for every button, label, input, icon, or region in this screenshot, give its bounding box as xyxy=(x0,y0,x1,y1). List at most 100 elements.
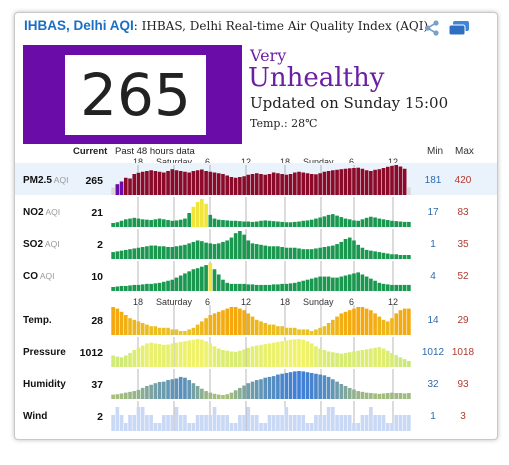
pollutant-row[interactable]: NO2 AQI 21 17 83 xyxy=(15,195,497,227)
history-bar xyxy=(170,220,175,227)
current-value: 2 xyxy=(97,411,103,423)
history-bar xyxy=(331,352,335,367)
history-bar xyxy=(343,385,348,399)
history-bar xyxy=(335,169,339,195)
history-bar xyxy=(263,423,268,431)
history-bar-chart[interactable] xyxy=(111,165,411,195)
history-bar xyxy=(216,394,221,399)
history-bar xyxy=(111,287,115,291)
history-bar xyxy=(360,247,365,259)
history-bar xyxy=(111,394,115,399)
history-bar xyxy=(250,284,255,291)
history-bar xyxy=(246,407,251,431)
history-bar-chart[interactable] xyxy=(111,401,411,431)
history-bar xyxy=(166,280,170,291)
history-bar xyxy=(259,284,263,291)
history-bar xyxy=(322,171,327,195)
station-link[interactable]: IHBAS, Delhi AQI xyxy=(24,18,134,33)
history-bar xyxy=(394,165,399,195)
pollutant-row[interactable]: Pressure 1012 1012 1018 xyxy=(15,335,497,367)
history-bar xyxy=(119,181,124,195)
history-bar xyxy=(145,343,149,367)
pollutant-row[interactable]: Wind 2 1 3 xyxy=(15,399,497,431)
history-bar xyxy=(195,385,200,399)
history-bar xyxy=(280,341,284,367)
history-bar xyxy=(221,415,225,431)
cards-icon[interactable] xyxy=(448,20,470,36)
history-bar xyxy=(292,282,297,291)
pollutant-row[interactable]: Humidity 37 32 93 xyxy=(15,367,497,399)
history-bar xyxy=(280,415,284,431)
history-bar-chart[interactable] xyxy=(111,369,411,399)
history-bar xyxy=(115,251,120,259)
history-bar xyxy=(326,351,331,367)
history-bar xyxy=(216,173,221,195)
pollutant-row[interactable]: CO AQI 10 4 52 xyxy=(15,259,497,291)
history-bar xyxy=(394,313,399,335)
history-bar xyxy=(208,171,213,195)
pollutant-row[interactable]: Temp. 28 14 29 xyxy=(15,303,497,335)
history-bar xyxy=(335,381,339,399)
history-bar xyxy=(377,252,382,259)
history-bar xyxy=(178,376,183,399)
history-bar xyxy=(276,221,280,227)
pollutant-name: SO2 AQI xyxy=(23,239,60,250)
history-bar xyxy=(356,350,360,367)
max-value: 29 xyxy=(457,315,469,326)
history-bar xyxy=(331,407,335,431)
history-bar xyxy=(259,220,263,227)
history-bar xyxy=(140,387,145,399)
history-bar xyxy=(305,279,310,291)
history-bar xyxy=(115,356,120,367)
history-bar xyxy=(280,247,284,259)
history-bar xyxy=(136,284,141,291)
history-bar xyxy=(187,172,191,195)
pollutant-row[interactable]: SO2 AQI 2 1 35 xyxy=(15,227,497,259)
history-bar xyxy=(331,245,335,259)
history-bar xyxy=(390,352,394,367)
history-bar xyxy=(195,339,200,367)
history-bar xyxy=(119,250,124,259)
history-bar xyxy=(191,339,196,367)
history-bar xyxy=(292,247,297,259)
max-value: 35 xyxy=(457,239,469,250)
min-value: 1 xyxy=(430,239,436,250)
time-axis-label: 18 xyxy=(133,157,144,167)
history-bar xyxy=(301,280,306,291)
history-bar xyxy=(360,415,365,431)
history-bar xyxy=(385,253,390,259)
history-bar xyxy=(381,283,386,291)
share-icon[interactable] xyxy=(423,19,441,37)
history-bar xyxy=(254,380,259,399)
history-bar xyxy=(128,285,132,291)
time-axis-label: 12 xyxy=(388,157,399,167)
time-axis-label: 6 xyxy=(205,157,211,167)
pollutant-row[interactable]: PM2.5 AQI 265 181 420 xyxy=(15,163,497,195)
history-bar xyxy=(225,282,230,291)
history-bar xyxy=(284,222,289,227)
history-bar xyxy=(364,415,369,431)
history-bar xyxy=(229,307,234,335)
history-bar xyxy=(373,169,377,195)
history-bar xyxy=(271,284,276,291)
history-bar xyxy=(276,284,280,291)
history-bar xyxy=(259,344,263,367)
history-bar xyxy=(149,170,153,195)
history-bar xyxy=(178,245,183,259)
history-bar xyxy=(229,283,234,291)
history-bar-chart[interactable] xyxy=(111,229,411,259)
history-bar xyxy=(347,415,352,431)
history-bar xyxy=(157,344,162,367)
history-bar-chart[interactable] xyxy=(111,197,411,227)
history-bar xyxy=(343,168,348,195)
history-bar xyxy=(119,311,124,335)
history-bar xyxy=(225,175,230,195)
history-bar xyxy=(212,218,217,227)
history-bar-chart[interactable] xyxy=(111,261,411,291)
history-bar xyxy=(301,339,306,367)
history-bar-chart[interactable] xyxy=(111,305,411,335)
current-value: 2 xyxy=(97,239,103,251)
history-bar xyxy=(335,415,339,431)
history-bar-chart[interactable] xyxy=(111,337,411,367)
history-bar xyxy=(314,373,318,399)
